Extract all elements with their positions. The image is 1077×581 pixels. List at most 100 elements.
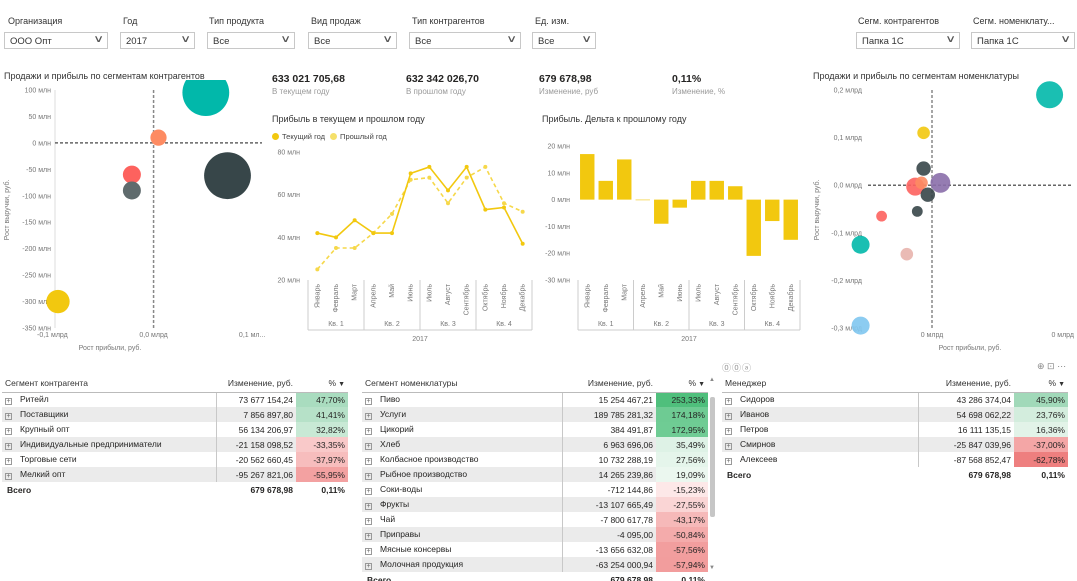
table-row[interactable]: + Алексеев -87 568 852,47 -62,78% [722,452,1068,467]
column-header[interactable]: Сегмент контрагента [2,374,216,393]
expand-icon[interactable]: + [725,398,732,406]
scrollbar-thumb[interactable] [710,397,715,517]
visual-options-icons[interactable]: ⊕ ⊡ ⋯ [1037,361,1067,371]
expand-icon[interactable]: + [365,533,372,540]
expand-icon[interactable]: + [5,458,12,465]
slicer-year-dropdown[interactable]: 2017 ∨ [120,32,195,49]
table-row[interactable]: + Смирнов -25 847 039,96 -37,00% [722,437,1068,452]
column-header-sorted[interactable]: % ▼ [656,374,708,393]
expand-icon[interactable]: + [365,488,372,495]
table-row[interactable]: + Рыбное производство 14 265 239,86 19,09% [362,467,708,482]
expand-icon[interactable]: + [365,548,372,555]
table-managers: ⓪⓪ⓐ ⊕ ⊡ ⋯ Менеджер Изменение, руб. % ▼ + С… [722,361,1076,482]
y-tick-label: -200 млн [22,246,51,253]
visual-header-icons[interactable]: ⓪⓪ⓐ [722,363,753,373]
total-pct: 0,11% [1041,469,1065,480]
scatter-point [122,165,141,184]
table-row[interactable]: + Молочная продукция -63 254 000,94 -57,94% [362,557,708,572]
slicer-sales-type-dropdown[interactable]: Все ∨ [308,32,397,49]
data-point [446,201,450,206]
expand-icon[interactable]: + [365,503,372,510]
change-rub-cell: -95 267 821,06 [215,467,296,482]
expand-icon[interactable]: + [365,428,372,435]
table-row[interactable]: + Петров 16 111 135,15 16,36% [722,422,1068,437]
expand-icon[interactable]: + [725,413,732,420]
row-label: Индивидуальные предприниматели [20,439,162,449]
table-row[interactable]: + Фрукты -13 107 665,49 -27,55% [362,497,708,512]
table-row[interactable]: + Приправы -4 095,00 -50,84% [362,527,708,542]
expand-icon[interactable]: + [365,458,372,465]
vertical-scrollbar[interactable]: ▲ ▼ [709,377,716,577]
x-tick-label-month: Август [714,283,721,305]
column-header[interactable]: Менеджер [722,374,918,393]
table-row[interactable]: + Поставщики 7 856 897,80 41,41% [2,407,348,422]
table-row[interactable]: + Сидоров 43 286 374,04 45,90% [722,392,1068,407]
y-tick-label: -250 млн [22,273,51,280]
column-header-sorted[interactable]: % ▼ [1014,374,1068,393]
table-row[interactable]: + Мясные консервы -13 656 632,08 -57,56% [362,542,708,557]
slicer-counterparty-segment-dropdown[interactable]: Папка 1С ∨ [856,32,960,49]
table-row[interactable]: + Индивидуальные предприниматели -21 158 0… [2,437,348,452]
legend-previous-year[interactable]: Прошлый год [340,132,387,141]
legend-current-year[interactable]: Текущий год [282,132,326,141]
sort-desc-icon: ▼ [338,380,345,388]
change-pct-cell: 23,76% [1014,407,1068,422]
expand-icon[interactable]: + [5,443,12,450]
expand-icon[interactable]: + [365,443,372,450]
expand-icon[interactable]: + [365,563,372,570]
change-pct-cell: -33,35% [296,437,348,452]
scatter-right-chart[interactable]: 0,2 млрд 0,1 млрд 0,0 млрд -0,1 млрд -0,2 мл… [810,80,1077,355]
column-header[interactable]: Сегмент номенклатуры [362,374,562,393]
column-header[interactable]: Изменение, руб. [562,374,656,393]
change-rub-cell: -13 107 665,49 [561,497,656,512]
scatter-left-chart[interactable]: 100 млн 50 млн 0 млн -50 млн -100 млн -150 мл… [0,80,265,355]
expand-icon[interactable]: + [365,413,372,420]
bar-chart[interactable]: 20 млн 10 млн 0 млн -10 млн -20 млн -30 млн Ян… [538,128,803,350]
expand-icon[interactable]: + [365,398,372,406]
scroll-down-icon[interactable]: ▼ [709,565,715,571]
y-tick-label: 20 млн [278,278,301,285]
slicer-counterparty-type-dropdown[interactable]: Все ∨ [409,32,521,49]
y-tick-label: -0,3 млрд [831,326,862,333]
table-row[interactable]: + Соки-воды -712 144,86 -15,23% [362,482,708,497]
expand-icon[interactable]: + [5,428,12,435]
slicer-organization-dropdown[interactable]: ООО Опт ∨ [4,32,108,49]
table-row[interactable]: + Услуги 189 785 281,32 174,18% [362,407,708,422]
expand-icon[interactable]: + [725,458,732,465]
expand-icon[interactable]: + [365,518,372,525]
column-header[interactable]: Изменение, руб. [918,374,1014,393]
table-row[interactable]: + Хлеб 6 963 696,06 35,49% [362,437,708,452]
table-row[interactable]: + Чай -7 800 617,78 -43,17% [362,512,708,527]
expand-icon[interactable]: + [725,443,732,450]
expand-icon[interactable]: + [725,428,732,435]
table-row[interactable]: + Пиво 15 254 467,21 253,33% [362,392,708,407]
data-point [427,164,432,169]
table-row[interactable]: + Ритейл 73 677 154,24 47,70% [2,392,348,407]
expand-icon[interactable]: + [5,398,12,406]
table-row[interactable]: + Иванов 54 698 062,22 23,76% [722,407,1068,422]
table-row[interactable]: + Цикорий 384 491,87 172,95% [362,422,708,437]
scatter-point [851,316,870,335]
slicer-unit-dropdown[interactable]: Все ∨ [532,32,596,49]
total-label: Всего [727,469,752,480]
expand-icon[interactable]: + [5,413,12,420]
y-tick-label: 0,0 млрд [834,183,862,190]
change-pct-cell: -37,97% [296,452,348,467]
change-rub-cell: -7 800 617,78 [561,512,656,527]
y-tick-label: -10 млн [545,224,570,231]
table-row[interactable]: + Торговые сети -20 562 660,45 -37,97% [2,452,348,467]
table-row[interactable]: + Колбасное производство 10 732 288,19 27,5… [362,452,708,467]
column-header-sorted[interactable]: % ▼ [296,374,348,393]
expand-icon[interactable]: + [5,473,12,480]
table-row[interactable]: + Крупный опт 56 134 206,97 32,82% [2,422,348,437]
column-header[interactable]: Изменение, руб. [216,374,296,393]
sort-desc-icon: ▼ [698,380,705,388]
slicer-product-type-dropdown[interactable]: Все ∨ [207,32,295,49]
expand-icon[interactable]: + [365,473,372,480]
line-chart[interactable]: 80 млн 60 млн 40 млн 20 млн Январь Февраль Мар… [270,142,535,350]
slicer-value: Все [415,36,432,47]
row-label-cell: + Соки-воды [362,482,562,497]
table-row[interactable]: + Мелкий опт -95 267 821,06 -55,95% [2,467,348,482]
slicer-nomenclature-segment-dropdown[interactable]: Папка 1С ∨ [971,32,1075,49]
scroll-up-icon[interactable]: ▲ [709,377,715,383]
